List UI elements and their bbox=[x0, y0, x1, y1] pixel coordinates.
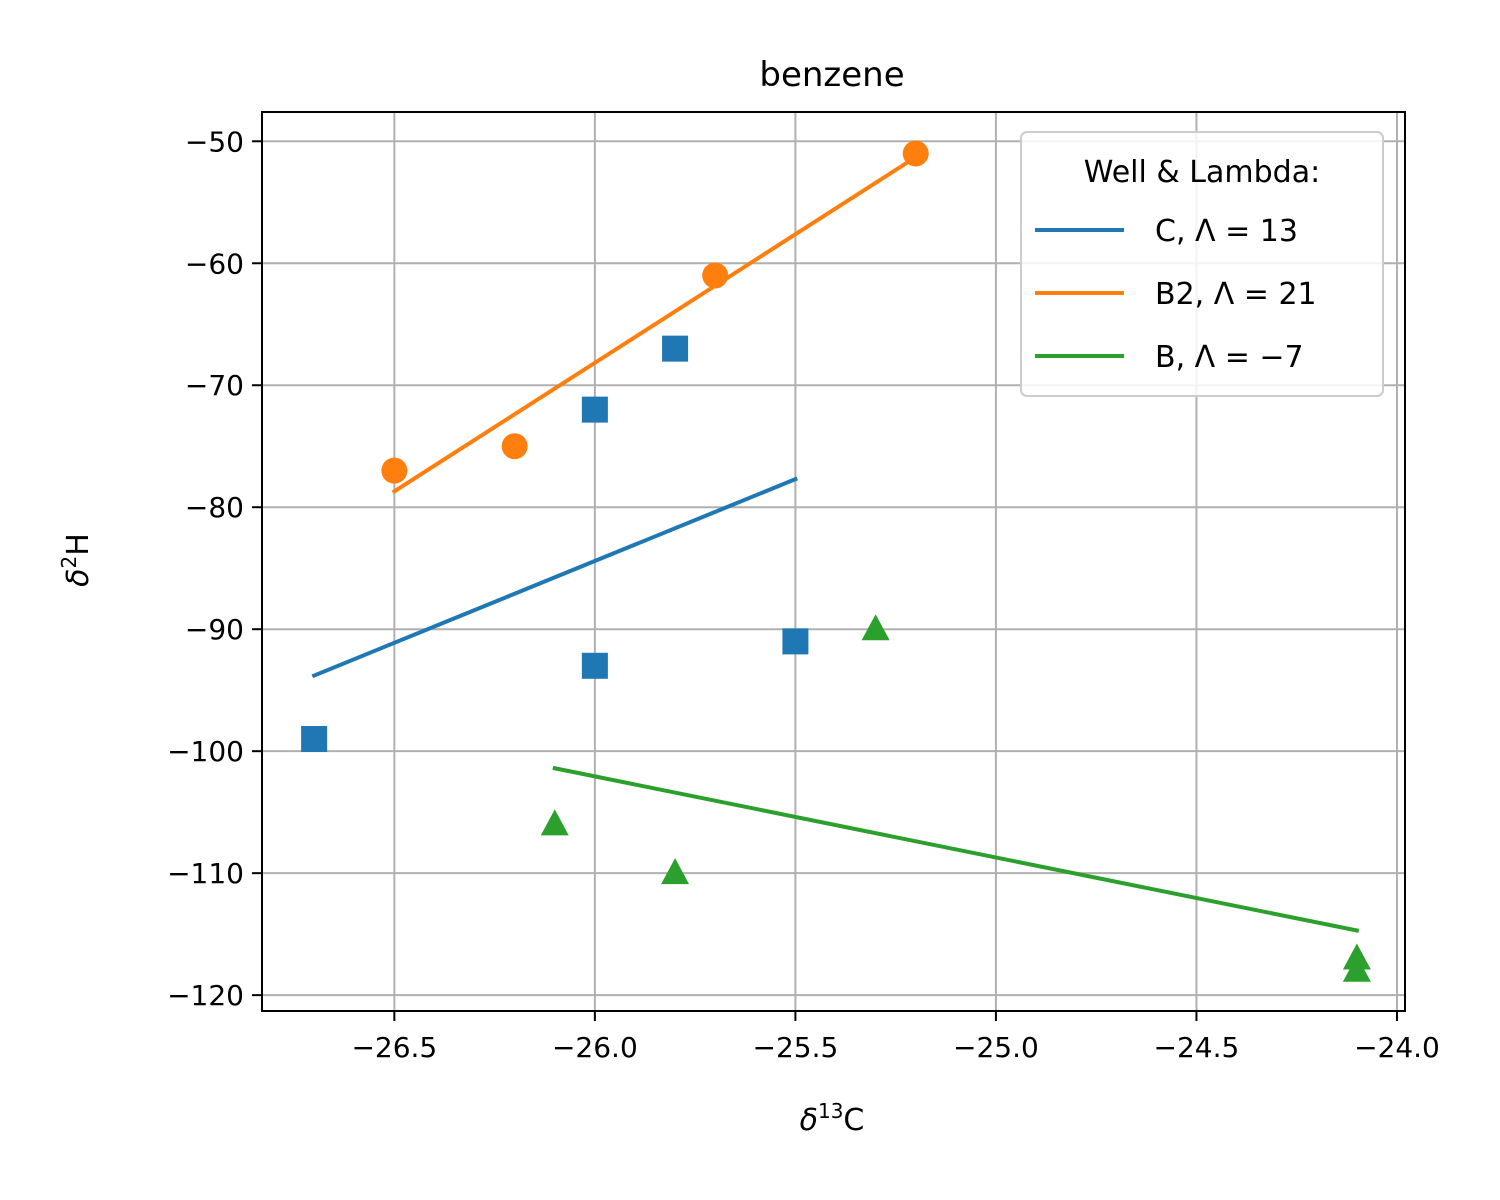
chart-title: benzene bbox=[759, 55, 904, 95]
data-point-b2 bbox=[381, 457, 408, 484]
data-point-b2 bbox=[501, 433, 528, 460]
y-tick-label: −110 bbox=[167, 857, 244, 890]
x-tick-label: −26.5 bbox=[351, 1031, 437, 1064]
legend-label-b: B, Λ = −7 bbox=[1155, 340, 1304, 375]
grid-lines bbox=[262, 112, 1405, 1011]
x-tick-label: −25.5 bbox=[752, 1031, 838, 1064]
x-tick-label: −25.0 bbox=[953, 1031, 1039, 1064]
y-axis-label: δ2H bbox=[57, 533, 96, 587]
y-axis-label-sup: 2 bbox=[57, 556, 81, 569]
y-tick-label: −50 bbox=[185, 125, 244, 158]
legend-box bbox=[1020, 131, 1384, 397]
y-tick-label: −120 bbox=[167, 979, 244, 1012]
y-axis-label-element: H bbox=[61, 533, 96, 556]
legend-label-c: C, Λ = 13 bbox=[1155, 214, 1298, 249]
x-tick-label: −24.0 bbox=[1354, 1031, 1440, 1064]
x-axis-label: δ13C bbox=[800, 1099, 865, 1138]
data-point-b bbox=[661, 858, 690, 885]
legend: Well & Lambda: C, Λ = 13 B2, Λ = 21 B, Λ =… bbox=[1020, 131, 1384, 397]
y-axis-label-delta: δ bbox=[61, 568, 96, 586]
plot-frame bbox=[261, 111, 1406, 1012]
y-tick-label: −70 bbox=[185, 369, 244, 402]
y-axis: −50 −60 −70 −80 −90 −100 −110 −120 bbox=[167, 125, 262, 1012]
legend-label-b2: B2, Λ = 21 bbox=[1155, 277, 1317, 312]
data-point-b bbox=[1342, 955, 1371, 982]
data-point-c bbox=[581, 652, 608, 679]
legend-title: Well & Lambda: bbox=[1084, 155, 1320, 190]
fit-line-c bbox=[311, 476, 799, 679]
data-point-b2 bbox=[702, 262, 729, 289]
data-point-b2 bbox=[902, 140, 929, 167]
y-tick-label: −80 bbox=[185, 491, 244, 524]
x-axis-label-sup: 13 bbox=[818, 1099, 843, 1123]
fit-lines bbox=[311, 154, 1360, 933]
data-point-b bbox=[861, 614, 890, 641]
x-tick-label: −26.0 bbox=[552, 1031, 638, 1064]
fit-line-b2 bbox=[391, 154, 919, 495]
data-markers bbox=[301, 140, 1371, 982]
x-tick-label: −24.5 bbox=[1154, 1031, 1240, 1064]
data-point-c bbox=[301, 725, 328, 752]
data-point-c bbox=[581, 396, 608, 423]
data-point-c bbox=[782, 628, 809, 655]
data-point-b bbox=[540, 809, 569, 836]
fit-line-b bbox=[552, 765, 1360, 933]
legend-entries: C, Λ = 13 B2, Λ = 21 B, Λ = −7 bbox=[1035, 214, 1317, 375]
x-axis-label-delta: δ bbox=[800, 1103, 818, 1138]
y-tick-label: −60 bbox=[185, 247, 244, 280]
x-axis: −26.5 −26.0 −25.5 −25.0 −24.5 −24.0 bbox=[351, 1011, 1440, 1064]
y-tick-label: −90 bbox=[185, 613, 244, 646]
data-point-c bbox=[662, 335, 689, 362]
y-tick-label: −100 bbox=[167, 735, 244, 768]
x-axis-label-element: C bbox=[843, 1103, 864, 1138]
